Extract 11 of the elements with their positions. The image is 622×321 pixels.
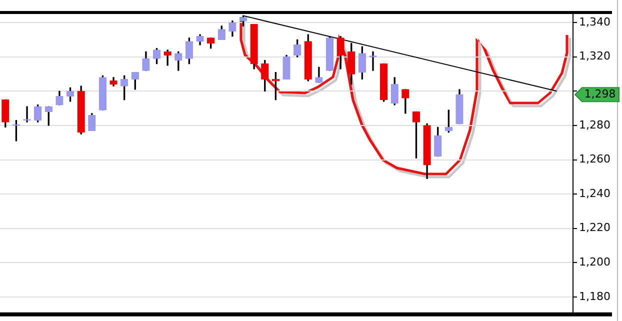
y-tick-label: 1,320 [579,50,610,63]
candlestick [164,50,172,66]
y-tick-label: 1,180 [579,290,610,303]
text: 1,298 [584,87,616,100]
y-tick-label: 1,240 [579,186,610,200]
y-tick-label: 1,280 [579,118,610,132]
y-tick-label: 1,220 [579,221,610,234]
y-tick-label: 1,200 [579,256,610,269]
candlestick [369,51,377,71]
y-tick-label: 1,340 [579,15,610,28]
y-tick-label: 1,260 [579,152,610,166]
